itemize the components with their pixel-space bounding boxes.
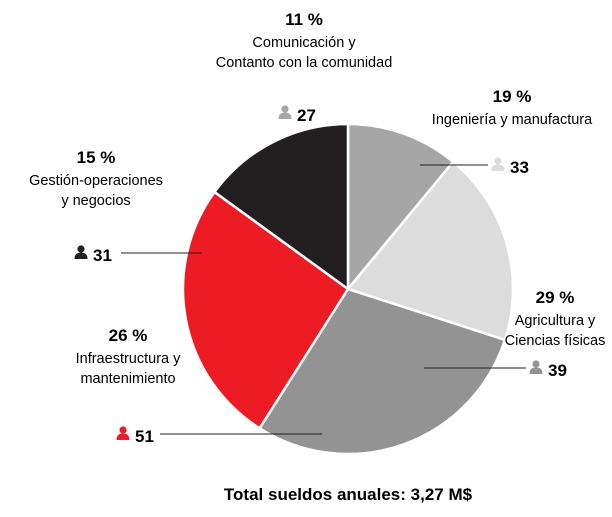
slice-category-label: y negocios (61, 193, 130, 209)
slice-annotations: 11 % Comunicación y Contanto con la comuni… (29, 10, 605, 446)
slice-category-label: Comunicación y (252, 35, 356, 51)
pie-slice-3 (258, 287, 507, 456)
slice-percent-label: 29 % (536, 288, 575, 307)
slice-count-label: 31 (93, 246, 112, 265)
pie-slices (181, 122, 515, 456)
slice-category-label: Agricultura y (515, 313, 596, 329)
pie-slice-5 (213, 122, 350, 291)
person-icon (529, 360, 543, 374)
slice-annotation-1: 11 % Comunicación y Contanto con la comuni… (216, 10, 393, 125)
slice-category-label: Gestión-operaciones (29, 173, 163, 189)
slice-count-label: 33 (510, 158, 529, 177)
slice-percent-label: 26 % (109, 326, 148, 345)
slice-category-label: Ciencias físicas (505, 333, 606, 349)
slice-percent-label: 15 % (77, 148, 116, 167)
slice-annotation-2: 19 % Ingeniería y manufactura 33 (420, 87, 593, 177)
person-icon (74, 245, 88, 259)
slice-annotation-4: 26 % Infraestructura y mantenimiento 51 (76, 326, 322, 446)
person-icon (278, 105, 292, 119)
pie-slice-4 (181, 190, 350, 430)
slice-category-label: Infraestructura y (76, 351, 182, 367)
person-icon (491, 157, 505, 171)
slice-percent-label: 11 % (285, 10, 323, 29)
pie-slice-2 (346, 160, 515, 342)
slice-count-label: 39 (548, 361, 567, 380)
slice-annotation-3: 29 % Agricultura y Ciencias físicas 39 (424, 288, 605, 380)
slice-count-label: 51 (135, 427, 154, 446)
person-icon (116, 426, 130, 440)
slice-count-label: 27 (297, 106, 316, 125)
total-salaries-label: Total sueldos anuales: 3,27 M$ (224, 485, 473, 504)
slice-category-label: mantenimiento (80, 371, 175, 387)
slice-category-label: Contanto con la comunidad (216, 55, 393, 71)
slice-category-label: Ingeniería y manufactura (432, 112, 593, 128)
slice-annotation-5: 15 % Gestión-operaciones y negocios 31 (29, 148, 202, 265)
slice-percent-label: 19 % (493, 87, 532, 106)
